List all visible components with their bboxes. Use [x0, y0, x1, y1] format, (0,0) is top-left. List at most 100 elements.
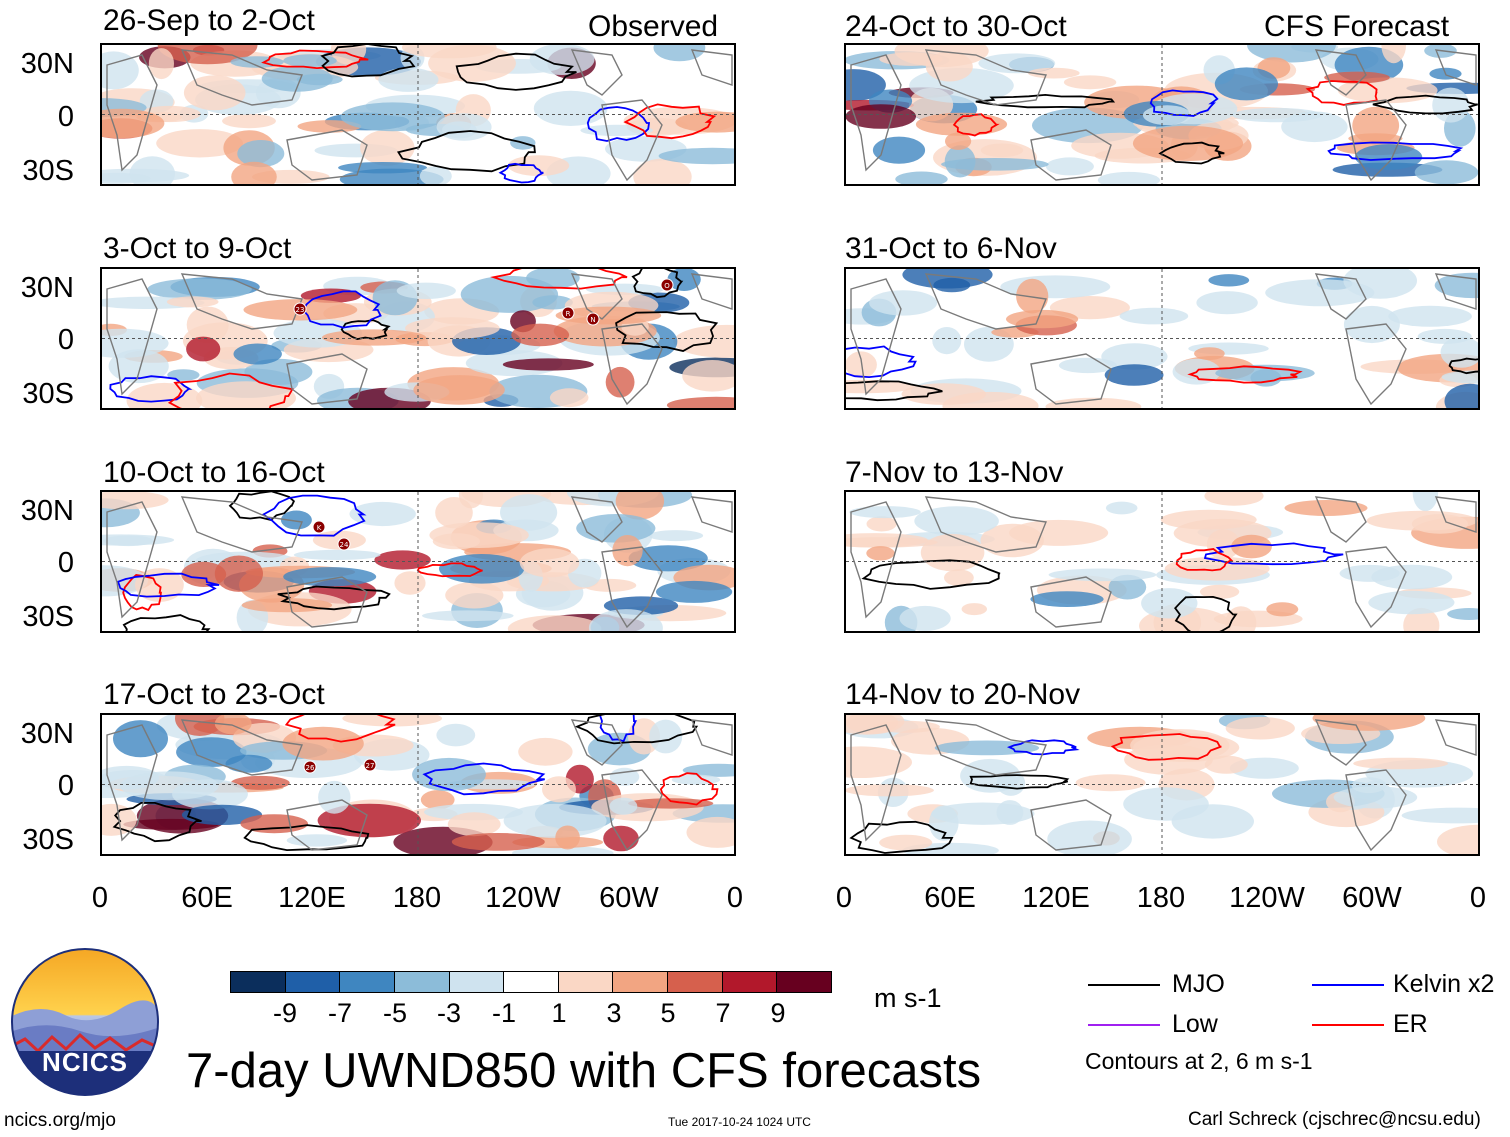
anomaly-blob: [507, 615, 602, 631]
map-field-5: [846, 45, 1478, 184]
anomaly-blob: [1437, 824, 1478, 854]
anomaly-blob: [222, 113, 276, 129]
continent-outline: [106, 724, 158, 842]
lat-label: 30N: [20, 495, 74, 527]
anomaly-blob: [401, 45, 497, 59]
contour-line: [109, 375, 193, 403]
contour-line: [1305, 80, 1379, 106]
continent-outline: [180, 496, 303, 553]
lat-label: 30S: [22, 378, 74, 410]
anomaly-blob: [1196, 291, 1258, 315]
continent-outline: [570, 49, 623, 96]
map-panel-4: 26 27: [100, 713, 736, 856]
anomaly-blob: [609, 797, 638, 815]
anomaly-blob: [102, 765, 159, 790]
anomaly-blob: [280, 510, 312, 530]
anomaly-blob: [872, 136, 926, 164]
contour-line: [116, 572, 220, 598]
anomaly-blob: [944, 569, 974, 587]
continent-outline: [106, 278, 158, 396]
anomaly-blob: [1414, 160, 1478, 184]
footer-timestamp: Tue 2017-10-24 1024 UTC: [668, 1115, 811, 1129]
anomaly-blob: [1214, 67, 1278, 101]
anomaly-blob: [996, 800, 1024, 825]
lon-label: 60E: [924, 882, 976, 914]
lon-label: 0: [835, 882, 853, 914]
anomaly-blob: [1266, 602, 1299, 617]
anomaly-blob: [283, 567, 377, 587]
continent-outline: [1434, 496, 1477, 533]
anomaly-blob: [445, 581, 504, 609]
anomaly-blob: [1006, 309, 1079, 329]
anomaly-blob: [686, 816, 734, 848]
map-panel-2: 23 R N O: [100, 267, 736, 410]
continent-outline: [1434, 273, 1477, 310]
anomaly-blob: [1119, 307, 1189, 325]
anomaly-blob: [529, 45, 595, 75]
anomaly-blob: [196, 381, 296, 408]
footer-link[interactable]: ncics.org/mjo: [4, 1110, 116, 1131]
colorbar-tick: 1: [551, 998, 567, 1028]
anomaly-blob: [1324, 71, 1390, 84]
anomaly-blob: [297, 120, 362, 133]
anomaly-blob: [658, 147, 734, 165]
anomaly-blob: [1440, 336, 1478, 368]
anomaly-blob: [1432, 87, 1470, 123]
anomaly-blob: [1141, 588, 1198, 619]
map-field-8: [846, 715, 1478, 854]
anomaly-blob: [580, 124, 653, 137]
map-panel-6: [844, 267, 1480, 410]
anomaly-blob: [156, 129, 243, 158]
anomaly-blob: [1352, 106, 1400, 145]
colorbar-swatch: [668, 972, 723, 992]
continent-outline: [286, 799, 368, 851]
anomaly-blob: [1353, 757, 1448, 770]
anomaly-blob: [429, 522, 529, 548]
contour-line: [396, 130, 536, 173]
contour-line: [846, 345, 917, 379]
anomaly-blob: [846, 784, 934, 797]
continent-outline: [850, 54, 902, 172]
anomaly-blob: [1058, 357, 1117, 374]
continent-outline: [106, 501, 158, 619]
anomaly-blob: [980, 143, 1024, 158]
colorbar-swatch: [722, 972, 778, 992]
anomaly-blob: [519, 548, 580, 578]
continent-outline: [850, 278, 902, 396]
contour-line: [416, 562, 483, 578]
anomaly-blob: [181, 561, 227, 587]
anomaly-blob: [405, 317, 500, 340]
contour-line: [498, 162, 544, 184]
contour-line: [849, 820, 954, 854]
ncics-logo[interactable]: NCICS: [10, 947, 160, 1097]
anomaly-blob: [237, 140, 285, 168]
contour-line: [586, 106, 651, 142]
anomaly-blob: [1447, 608, 1478, 620]
anomaly-blob: [846, 104, 916, 129]
lon-label: 60W: [599, 882, 659, 914]
anomaly-blob: [648, 530, 704, 542]
continent-outline: [924, 49, 1047, 106]
main-title: 7-day UWND850 with CFS forecasts: [186, 1044, 982, 1098]
lon-label: 60E: [181, 882, 233, 914]
anomaly-blob: [846, 715, 905, 735]
anomaly-blob: [413, 375, 505, 405]
anomaly-blob: [241, 598, 333, 613]
anomaly-blob: [447, 812, 501, 837]
anomaly-blob: [186, 306, 229, 344]
continent-outline: [106, 54, 158, 172]
continent-outline: [850, 501, 902, 619]
anomaly-blob: [422, 610, 514, 622]
anomaly-blob: [673, 324, 734, 358]
storm-marker: [303, 760, 317, 774]
map-panel-8: [844, 713, 1480, 856]
anomaly-blob: [555, 306, 662, 325]
continent-outline: [1314, 49, 1367, 96]
lat-label: 30N: [20, 718, 74, 750]
anomaly-blob: [147, 278, 252, 300]
storm-label: 24: [340, 541, 349, 549]
legend-er-line: [1312, 1024, 1384, 1026]
storm-marker: [363, 758, 377, 772]
anomaly-blob: [612, 535, 643, 567]
continent-outline: [1030, 799, 1112, 851]
